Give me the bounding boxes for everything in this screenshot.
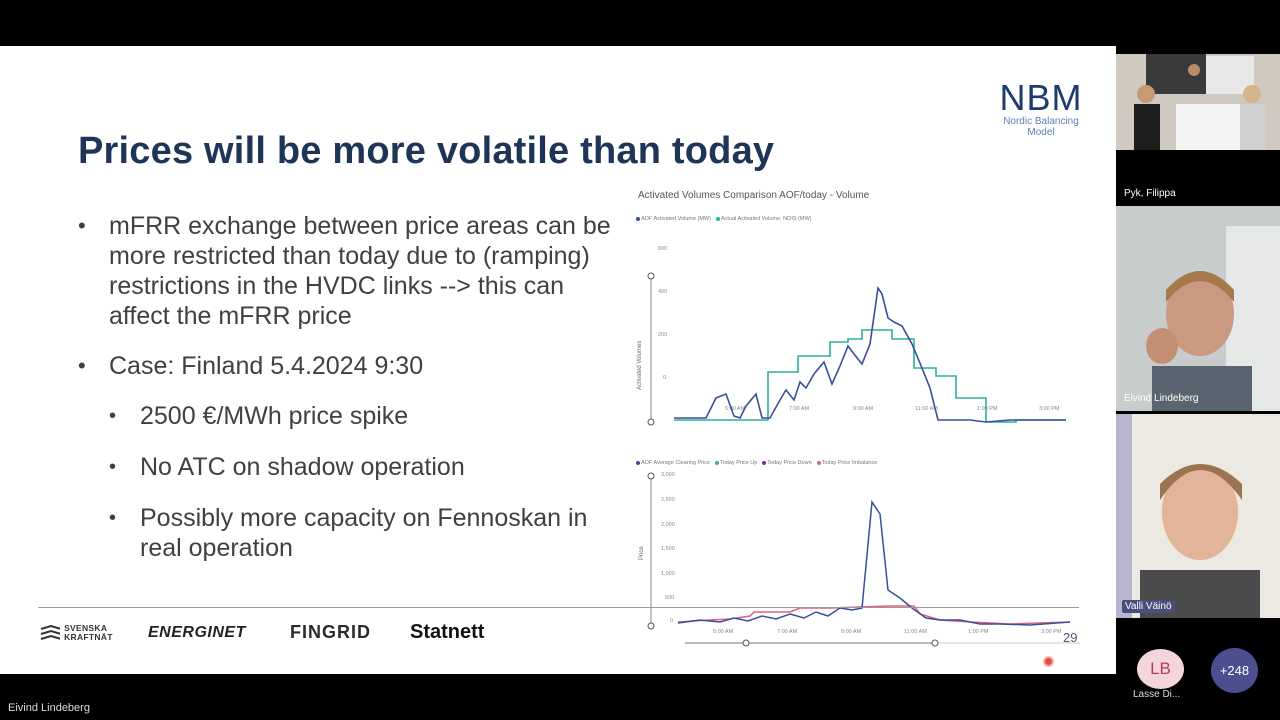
participant-name: Pyk, Filippa [1124, 188, 1176, 199]
footer-divider [38, 607, 1079, 608]
sub-bullet-item: No ATC on shadow operation [109, 452, 618, 482]
chart-title: Activated Volumes Comparison AOF/today -… [638, 190, 870, 201]
svenska-kraftnat-icon [40, 624, 61, 640]
legend-item: Today Price Imbalance [816, 460, 877, 466]
bullet-item: mFRR exchange between price areas can be… [78, 211, 618, 331]
active-speaker-label: Eivind Lindeberg [8, 702, 90, 714]
nbm-logo: NBM Nordic Balancing Model [996, 77, 1086, 139]
sub-bullet-item: 2500 €/MWh price spike [109, 401, 618, 431]
price-legend: AOF Average Clearing Price Today Price U… [636, 460, 877, 466]
page-number: 29 [1063, 630, 1078, 645]
svenska-kraftnat-logo: SVENSKA KRAFTNÄT [40, 623, 150, 642]
partner-logos: SVENSKA KRAFTNÄT ENERGINET FINGRID Statn… [40, 621, 484, 644]
charts-panel: Activated Volumes Comparison AOF/today -… [630, 184, 1080, 647]
legend-item: Today Price Up [715, 460, 757, 466]
legend-item: AOF Activated Volume (MW) [636, 216, 711, 222]
avatar-name: Lasse Di... [1133, 689, 1181, 700]
bullet-list: mFRR exchange between price areas can be… [78, 211, 618, 584]
energinet-logo: ENERGINET [148, 623, 246, 641]
more-participants-button[interactable]: +248 [1211, 648, 1258, 693]
logo-line1: Nordic Balancing [1003, 116, 1079, 127]
avatar[interactable]: LB [1137, 649, 1184, 689]
video-feed [1116, 414, 1280, 618]
logo-line2: Model [1027, 127, 1055, 138]
video-tile-pyk-filippa[interactable] [1116, 54, 1280, 150]
slide-title: Prices will be more volatile than today [78, 130, 775, 172]
price-chart [647, 472, 1080, 647]
bullet-item: Case: Finland 5.4.2024 9:30 [78, 351, 618, 381]
legend-item: AOF Average Clearing Price [636, 460, 710, 466]
volume-legend: AOF Activated Volume (MW) Actual Activat… [636, 216, 811, 222]
video-feed [1116, 206, 1280, 411]
video-tile-eivind-lindeberg[interactable] [1116, 206, 1280, 411]
laser-pointer [1043, 656, 1054, 667]
video-tile-valli-vaino[interactable] [1116, 414, 1280, 618]
shared-slide: Prices will be more volatile than today … [0, 46, 1116, 674]
legend-item: Actual Activated Volume, NOIS (MW) [716, 216, 811, 222]
logo-mark: NBM [999, 77, 1083, 118]
fingrid-logo: FINGRID [290, 622, 371, 642]
sub-bullet-item: Possibly more capacity on Fennoskan in r… [109, 503, 618, 563]
volume-chart [647, 272, 1066, 426]
participant-name: Valli Väinö [1122, 600, 1175, 613]
statnett-logo: Statnett [410, 621, 485, 643]
video-feed [1116, 54, 1280, 150]
participant-name: Eivind Lindeberg [1124, 393, 1199, 404]
legend-item: Today Price Down [762, 460, 812, 466]
